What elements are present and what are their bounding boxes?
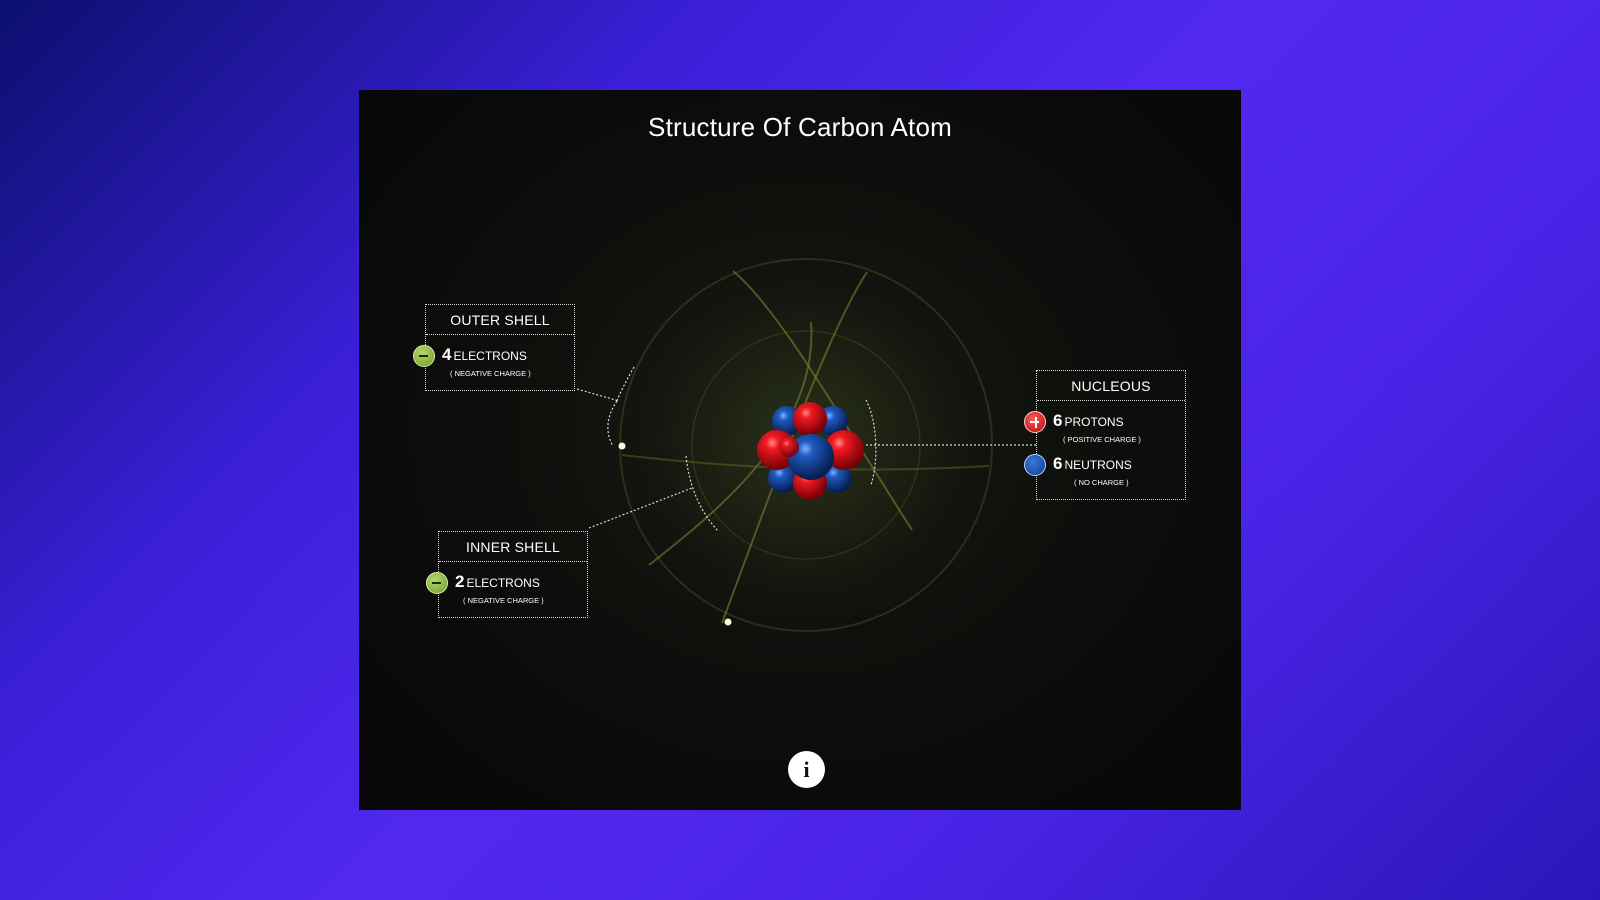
protons-count-row: 6 PROTONS xyxy=(1053,411,1124,431)
protons-unit: PROTONS xyxy=(1064,415,1124,429)
protons-count: 6 xyxy=(1053,411,1063,430)
neutral-icon xyxy=(1024,454,1046,476)
info-icon: i xyxy=(803,757,810,782)
electron xyxy=(618,442,626,450)
neutron xyxy=(768,463,798,493)
electron xyxy=(724,618,732,626)
proton xyxy=(793,402,827,436)
minus-icon xyxy=(413,345,435,367)
outer-shell-count-row: 4 ELECTRONS xyxy=(442,345,527,365)
inner-shell-heading: INNER SHELL xyxy=(439,532,587,562)
minus-icon xyxy=(426,572,448,594)
outer-shell-box: OUTER SHELL 4 ELECTRONS ( NEGATIVE CHARGE… xyxy=(413,304,575,391)
inner-shell-count: 2 xyxy=(455,572,465,591)
diagram-title: Structure Of Carbon Atom xyxy=(648,112,952,142)
nucleus-cluster xyxy=(757,402,864,500)
outer-shell-charge-note: ( NEGATIVE CHARGE ) xyxy=(450,369,531,378)
protons-charge-note: ( POSITIVE CHARGE ) xyxy=(1063,435,1141,444)
proton xyxy=(779,437,799,457)
atom-illustration xyxy=(576,245,1036,645)
nucleus-heading: NUCLEOUS xyxy=(1037,371,1185,401)
leader-lines xyxy=(576,366,1036,532)
neutrons-unit: NEUTRONS xyxy=(1064,458,1132,472)
neutron xyxy=(788,434,834,480)
outer-shell-unit: ELECTRONS xyxy=(453,349,527,363)
inner-shell-charge-note: ( NEGATIVE CHARGE ) xyxy=(463,596,544,605)
inner-shell-box: INNER SHELL 2 ELECTRONS ( NEGATIVE CHARGE… xyxy=(426,531,588,618)
atom-diagram-panel: Structure Of Carbon Atom xyxy=(359,90,1241,810)
proton xyxy=(824,430,864,470)
plus-icon xyxy=(1024,411,1046,433)
neutrons-charge-note: ( NO CHARGE ) xyxy=(1074,478,1129,487)
neutrons-count: 6 xyxy=(1053,454,1063,473)
neutrons-count-row: 6 NEUTRONS xyxy=(1053,454,1132,474)
outer-shell-count: 4 xyxy=(442,345,452,364)
info-button[interactable]: i xyxy=(788,751,825,788)
inner-shell-count-row: 2 ELECTRONS xyxy=(455,572,540,592)
outer-shell-heading: OUTER SHELL xyxy=(426,305,574,335)
inner-shell-unit: ELECTRONS xyxy=(466,576,540,590)
